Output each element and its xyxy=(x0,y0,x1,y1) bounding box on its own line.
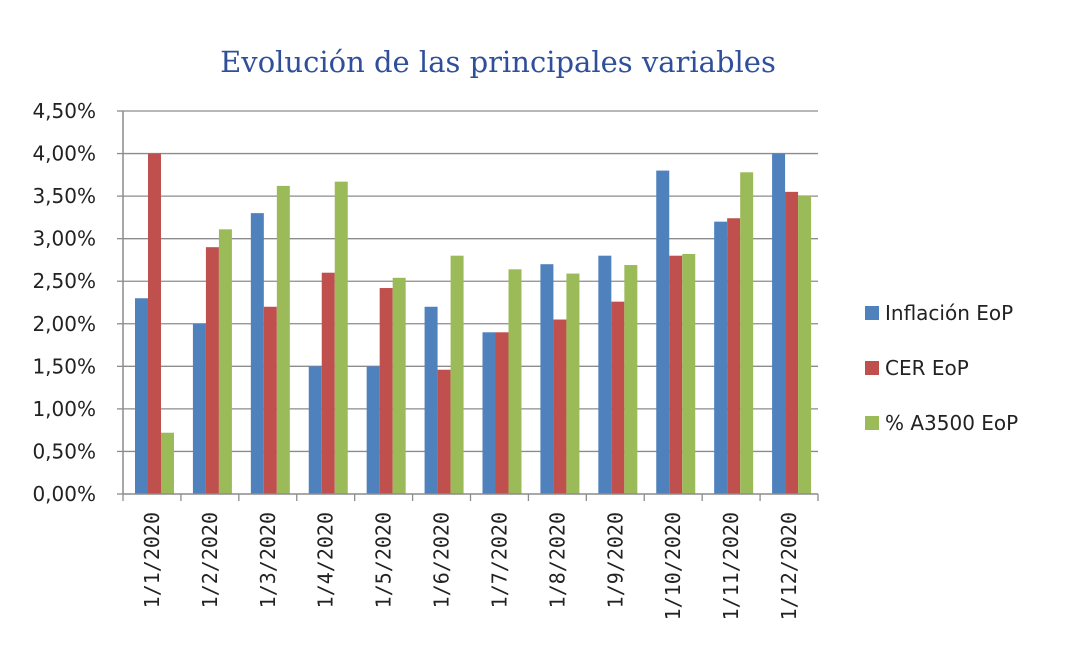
x-tick-label: 1/6/2020 xyxy=(430,512,454,608)
bar xyxy=(135,298,148,494)
x-tick-label: 1/11/2020 xyxy=(719,512,743,620)
bar xyxy=(598,255,612,494)
y-tick-label: 2,00% xyxy=(32,312,96,336)
bar xyxy=(250,213,264,494)
y-tick-label: 2,50% xyxy=(32,269,96,293)
x-tick-label: 1/12/2020 xyxy=(777,512,801,620)
legend-swatch xyxy=(865,361,879,375)
legend-swatch xyxy=(865,416,879,430)
bar xyxy=(366,366,380,494)
y-tick-label: 0,00% xyxy=(32,482,96,506)
legend-label: % A3500 EoP xyxy=(885,411,1018,435)
y-tick-label: 3,50% xyxy=(32,184,96,208)
bar xyxy=(424,306,438,494)
bar xyxy=(450,255,464,494)
bar xyxy=(437,369,451,494)
bar xyxy=(148,153,161,495)
axes xyxy=(117,110,819,501)
y-tick-label: 0,50% xyxy=(32,439,96,463)
bar xyxy=(392,277,406,494)
bar xyxy=(308,366,322,494)
y-tick-label: 1,00% xyxy=(32,397,96,421)
bar xyxy=(482,332,496,494)
y-tick-label: 3,00% xyxy=(32,227,96,251)
x-tick-labels: 1/1/2020 1/2/2020 1/3/2020 1/4/2020 1/5/2020… xyxy=(140,512,801,620)
bar xyxy=(192,323,206,494)
bar xyxy=(276,185,290,495)
x-tick-label: 1/3/2020 xyxy=(256,512,280,608)
y-tick-label: 4,50% xyxy=(32,99,96,123)
bar xyxy=(740,172,754,494)
x-tick-label: 1/9/2020 xyxy=(603,512,627,608)
x-tick-label: 1/1/2020 xyxy=(140,512,164,608)
x-tick-label: 1/4/2020 xyxy=(314,512,338,608)
bar xyxy=(656,170,670,495)
bar xyxy=(682,253,696,494)
y-tick-label: 1,50% xyxy=(32,354,96,378)
bar xyxy=(785,191,799,494)
legend: Inflación EoP CER EoP % A3500 EoP xyxy=(865,301,1018,435)
bar xyxy=(772,153,786,495)
bar xyxy=(553,319,567,494)
x-tick-label: 1/2/2020 xyxy=(198,512,222,608)
bar xyxy=(161,432,174,494)
y-tick-label: 4,00% xyxy=(32,142,96,166)
bar xyxy=(540,264,554,494)
x-tick-label: 1/10/2020 xyxy=(661,512,685,620)
chart-title: Evolución de las principales variables xyxy=(220,45,776,79)
bar xyxy=(205,247,219,494)
y-tick-labels: 0,00% 0,50% 1,00% 1,50% 2,00% 2,50% 3,00% 3,50%… xyxy=(32,99,96,506)
legend-label: CER EoP xyxy=(885,356,969,380)
bars xyxy=(135,153,812,495)
bar xyxy=(611,301,625,494)
bar xyxy=(379,288,393,494)
legend-swatch xyxy=(865,306,879,320)
gridlines xyxy=(123,110,818,453)
x-tick-label: 1/8/2020 xyxy=(545,512,569,608)
bar xyxy=(727,218,741,495)
bar xyxy=(798,196,812,494)
bar xyxy=(495,332,509,494)
bar xyxy=(321,272,335,494)
bar xyxy=(669,255,683,494)
bar xyxy=(263,306,277,494)
bar xyxy=(566,273,580,494)
bar xyxy=(624,265,638,494)
bar xyxy=(334,181,348,495)
bar xyxy=(218,229,232,494)
legend-label: Inflación EoP xyxy=(885,301,1013,325)
bar xyxy=(508,269,522,494)
x-tick-label: 1/7/2020 xyxy=(487,512,511,608)
x-tick-label: 1/5/2020 xyxy=(372,512,396,608)
bar xyxy=(714,221,728,494)
